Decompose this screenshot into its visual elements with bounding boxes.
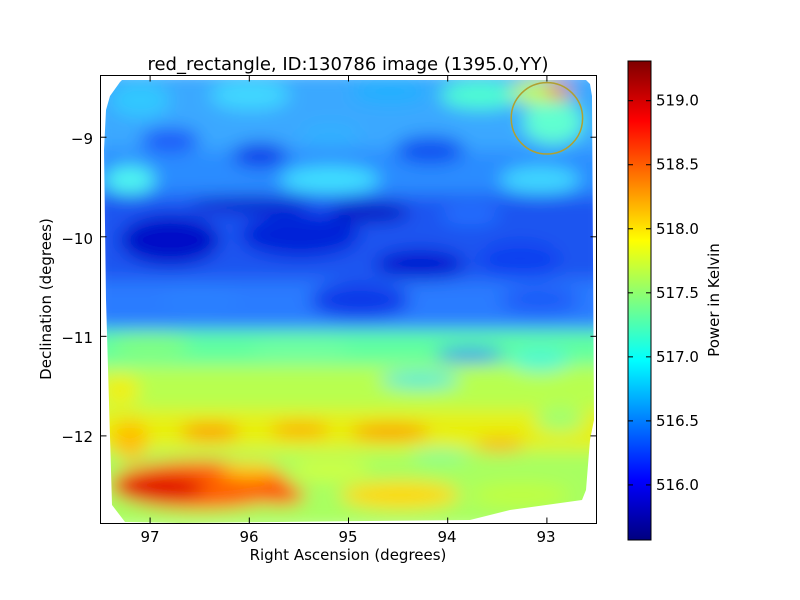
heatmap-image [104, 80, 594, 523]
colorbar-label: Power in Kelvin [705, 243, 723, 357]
x-tick-label: 96 [239, 528, 258, 546]
chart-title: red_rectangle, ID:130786 image (1395.0,Y… [147, 54, 548, 75]
x-tick-marks [149, 75, 548, 524]
y-tick-label: −11 [61, 329, 93, 347]
colorbar-tick-label: 516.0 [656, 476, 699, 494]
x-tick-label: 95 [338, 528, 357, 546]
colorbar-tick-label: 516.5 [656, 412, 699, 430]
y-tick-label: −9 [71, 130, 93, 148]
y-tick-label: −12 [61, 428, 93, 446]
colorbar-tick-label: 519.0 [656, 92, 699, 110]
colorbar-tick-label: 518.0 [656, 220, 699, 238]
colorbar-tick-label: 517.0 [656, 348, 699, 366]
colorbar [627, 60, 652, 541]
x-tick-label: 94 [437, 528, 456, 546]
annotation-circle [510, 81, 584, 155]
y-tick-marks [100, 136, 597, 437]
y-tick-label: −10 [61, 230, 93, 248]
x-tick-label: 93 [536, 528, 555, 546]
colorbar-tick-label: 518.5 [656, 156, 699, 174]
colorbar-tick-label: 517.5 [656, 284, 699, 302]
colorbar-tick-marks [628, 100, 651, 486]
x-axis-label: Right Ascension (degrees) [250, 546, 447, 564]
y-axis-label: Declination (degrees) [37, 218, 55, 380]
x-tick-label: 97 [140, 528, 159, 546]
